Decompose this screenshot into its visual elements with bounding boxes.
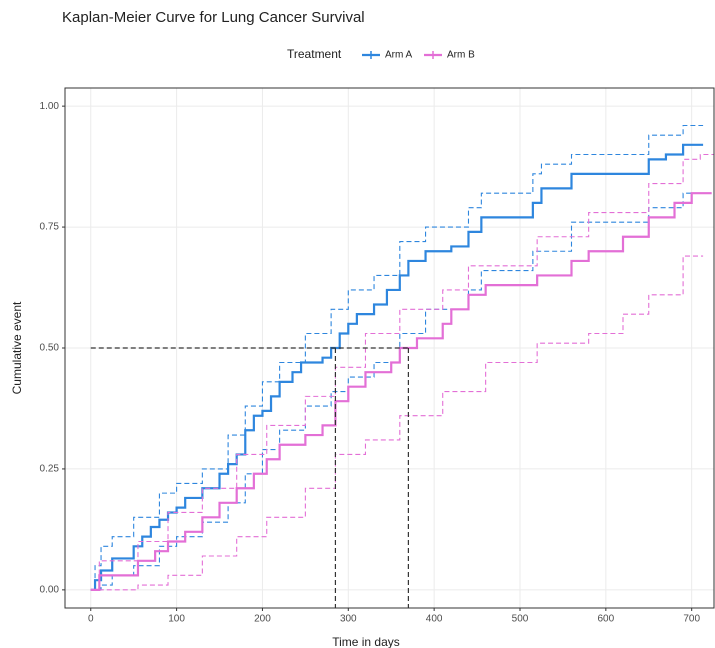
- legend-item: Arm A: [362, 50, 413, 61]
- y-tick-label: 0.50: [40, 343, 60, 354]
- x-tick-label: 600: [597, 614, 614, 625]
- survival-line: [90, 143, 704, 591]
- confidence-line: [90, 255, 704, 591]
- x-tick-label: 700: [683, 614, 700, 625]
- legend-label: Arm A: [385, 50, 413, 61]
- y-tick-label: 0.00: [40, 585, 60, 596]
- x-tick-label: 400: [426, 614, 443, 625]
- y-tick-label: 0.75: [40, 222, 60, 233]
- x-axis-title: Time in days: [332, 635, 400, 648]
- confidence-line: [90, 153, 714, 591]
- x-tick-label: 200: [254, 614, 271, 625]
- y-tick-label: 0.25: [40, 464, 60, 475]
- legend-title: Treatment: [287, 47, 342, 61]
- chart-title: Kaplan-Meier Curve for Lung Cancer Survi…: [62, 9, 365, 26]
- y-tick-label: 1.00: [40, 101, 60, 112]
- survival-line: [90, 192, 712, 591]
- plot-border: [64, 87, 715, 609]
- confidence-line: [90, 124, 704, 591]
- legend-label: Arm B: [447, 50, 475, 61]
- x-tick-label: 100: [168, 614, 185, 625]
- x-tick-label: 500: [512, 614, 529, 625]
- legend-item: Arm B: [424, 50, 475, 61]
- x-tick-label: 0: [88, 614, 94, 625]
- confidence-line: [90, 192, 704, 591]
- x-tick-label: 300: [340, 614, 357, 625]
- y-axis-title: Cumulative event: [10, 301, 24, 394]
